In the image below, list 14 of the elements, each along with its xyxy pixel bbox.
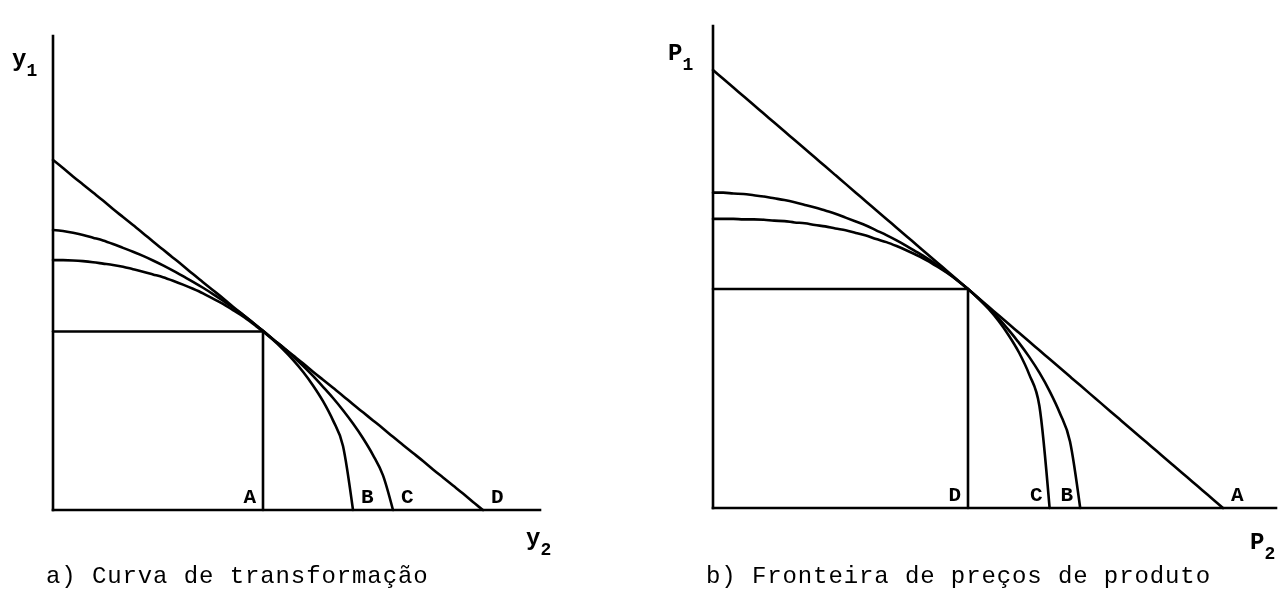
y-axis-title: P$_{1}$: [668, 40, 694, 75]
series-label: B: [1060, 484, 1074, 507]
series-label: D: [491, 486, 504, 509]
series-label: C: [1029, 484, 1043, 507]
series-label: B: [361, 486, 374, 509]
series-label: C: [401, 486, 414, 509]
text: a) Curva de transformação: [46, 563, 429, 590]
x-axis-title: y$_{2}$: [526, 525, 552, 560]
series-label: A: [243, 486, 257, 509]
y-axis-title: y$_{1}$: [12, 46, 38, 81]
x-axis-title: P$_{2}$: [1250, 529, 1276, 564]
series-label: A: [1231, 484, 1244, 507]
series-label: D: [948, 484, 961, 507]
text: b) Fronteira de preços de produto: [706, 563, 1211, 590]
